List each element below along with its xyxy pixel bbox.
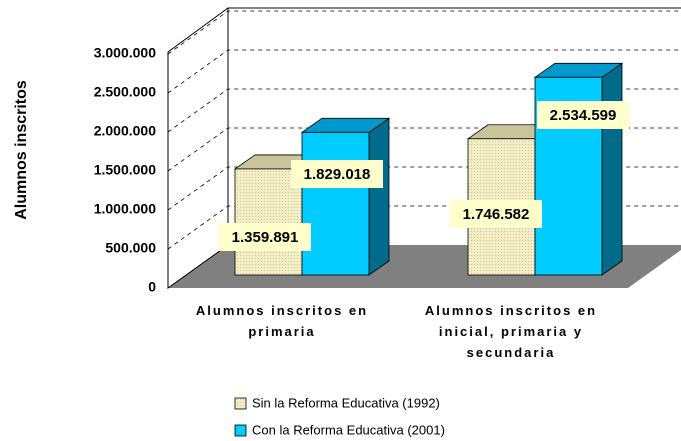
bar-front (234, 168, 303, 276)
y-tick-label: 500.000 (105, 240, 156, 256)
bar (300, 117, 391, 276)
value-label: 1.359.891 (232, 229, 299, 246)
x-tick-label: Alumnos inscritos en primaria (195, 303, 369, 339)
bar-side (601, 62, 623, 276)
grid-line (167, 88, 681, 133)
value-label-box (537, 101, 629, 129)
legend-label: Con la Reforma Educativa (2001) (252, 422, 445, 437)
side-wall (167, 7, 229, 289)
value-label: 1.746.582 (463, 206, 530, 223)
y-tick-label: 3.000.000 (94, 45, 156, 61)
grid-line (167, 205, 681, 250)
value-label-box (219, 223, 311, 251)
bar (533, 62, 624, 276)
bar-front (301, 131, 370, 276)
legend-label: Sin la Reforma Educativa (1992) (252, 395, 440, 410)
legend-swatch (234, 424, 247, 437)
grid-line (167, 127, 681, 172)
value-label: 1.829.018 (304, 166, 371, 183)
grid-line (167, 10, 681, 55)
x-tick-label: Alumnos inscritos en inicial, primaria y… (424, 303, 598, 360)
y-tick-label: 2.500.000 (94, 84, 156, 100)
y-tick-label: 1.500.000 (94, 162, 156, 178)
value-label: 2.534.599 (550, 107, 617, 124)
grid-line (167, 166, 681, 211)
y-tick-label: 0 (148, 279, 156, 295)
legend-swatch (234, 397, 247, 410)
grid-line (167, 49, 681, 94)
y-tick-label: 1.000.000 (94, 201, 156, 217)
bar-side (368, 117, 390, 276)
y-tick-label: 2.000.000 (94, 123, 156, 139)
value-label-box (450, 200, 542, 228)
y-axis-title: Alumnos inscritos (13, 80, 30, 220)
value-label-box (291, 160, 383, 188)
